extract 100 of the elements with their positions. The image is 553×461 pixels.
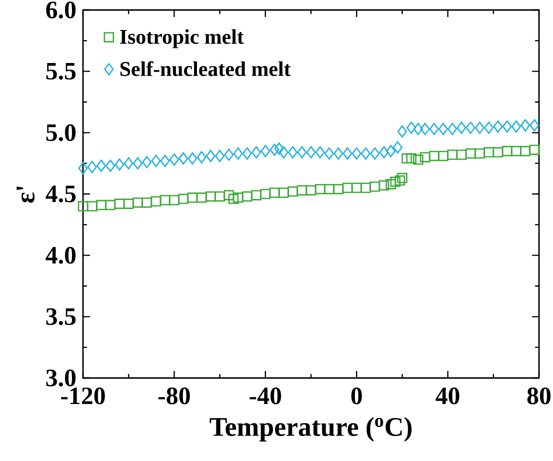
point: [502, 146, 512, 156]
point: [324, 147, 334, 160]
x-tick-label: -120: [61, 388, 105, 404]
point: [314, 184, 326, 194]
point: [150, 196, 162, 206]
point: [333, 184, 344, 194]
point: [402, 153, 412, 164]
point: [386, 179, 396, 190]
point: [520, 146, 530, 156]
point: [511, 146, 522, 156]
point: [78, 201, 88, 212]
point: [87, 160, 97, 174]
point: [178, 194, 188, 204]
point: [78, 162, 88, 174]
point: [132, 157, 142, 170]
legend-label: Self-nucleated melt: [120, 61, 291, 76]
point: [206, 150, 216, 162]
point: [334, 147, 344, 160]
point: [187, 192, 198, 203]
point: [274, 142, 284, 155]
point: [379, 146, 389, 158]
x-axis-title: Temperature ($^{o}$C): [210, 417, 412, 442]
point: [233, 147, 243, 160]
point: [228, 194, 239, 204]
point: [342, 147, 352, 160]
point: [232, 192, 244, 203]
point: [169, 154, 179, 166]
point: [456, 122, 466, 134]
point: [360, 147, 370, 160]
point: [260, 188, 271, 200]
point: [106, 160, 116, 172]
point: [520, 119, 530, 132]
point: [447, 150, 458, 160]
point: [214, 191, 225, 202]
point: [406, 122, 416, 134]
point: [114, 158, 124, 171]
point: [306, 185, 316, 196]
point: [448, 122, 458, 136]
point: [242, 191, 252, 202]
point: [151, 154, 161, 168]
point: [413, 154, 424, 165]
y-tick-label: 5.5: [46, 62, 76, 80]
point: [114, 198, 125, 209]
point: [392, 141, 402, 154]
point: [288, 146, 298, 158]
point: [142, 197, 152, 208]
point: [270, 144, 280, 156]
point: [484, 147, 494, 158]
point: [413, 122, 423, 136]
point: [188, 152, 198, 165]
point: [390, 176, 400, 187]
point: [260, 144, 270, 158]
point: [278, 146, 288, 158]
point: [493, 120, 503, 133]
point: [529, 144, 540, 155]
point: [215, 150, 225, 162]
point: [206, 191, 216, 202]
point: [429, 122, 439, 136]
point: [360, 182, 371, 193]
point: [530, 119, 540, 132]
point: [474, 148, 485, 159]
x-tick-label: -40: [250, 388, 282, 404]
point: [224, 190, 234, 200]
point: [242, 147, 252, 160]
legend-label: Isotropic melt: [120, 29, 244, 48]
y-axis-title: ε': [16, 186, 35, 203]
point: [296, 185, 308, 196]
y-tick-label: 3.0: [46, 370, 76, 386]
point: [315, 146, 325, 158]
point: [196, 192, 207, 203]
y-tick-label: 6.0: [46, 2, 76, 18]
point: [370, 182, 380, 192]
point: [397, 172, 408, 184]
point: [420, 122, 430, 136]
point: [370, 147, 380, 160]
point: [474, 122, 484, 134]
point: [224, 148, 234, 161]
point: [142, 156, 152, 168]
x-tick-label: 80: [527, 388, 551, 404]
y-tick-label: 5.0: [46, 124, 76, 142]
point: [306, 146, 316, 158]
x-tick-label: 40: [436, 388, 460, 404]
x-tick-label: 0: [351, 388, 362, 404]
y-tick-label: 3.5: [46, 308, 76, 326]
point: [278, 188, 289, 198]
point: [352, 147, 362, 160]
point: [428, 150, 440, 162]
point: [502, 120, 512, 133]
x-tick-label: -80: [158, 388, 190, 404]
point: [160, 154, 170, 168]
point: [169, 195, 180, 206]
point: [196, 151, 206, 164]
point: [123, 198, 134, 209]
point: [269, 188, 280, 198]
point: [288, 186, 298, 197]
point: [351, 182, 362, 193]
point: [324, 184, 334, 194]
y-tick-label: 4.5: [46, 186, 76, 202]
point: [420, 152, 430, 162]
point: [160, 195, 170, 206]
